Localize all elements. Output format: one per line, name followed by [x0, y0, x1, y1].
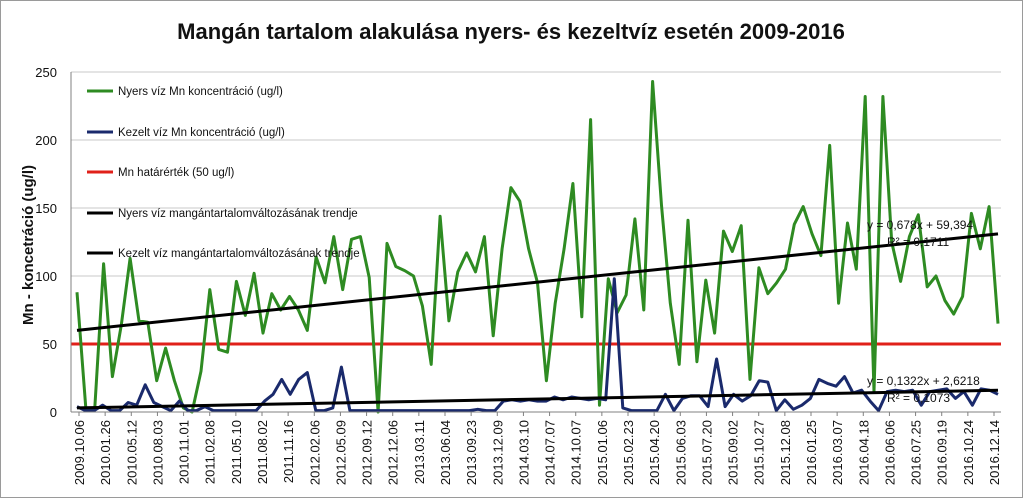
legend-label: Kezelt víz Mn koncentráció (ug/l) [118, 127, 285, 139]
axes: 0 50 100 150 200 250 2009.10.06 2010.01.26 2010.… [35, 65, 1002, 485]
x-tick-label: 2012.09.12 [360, 420, 375, 485]
x-tick-label: 2013.12.09 [490, 420, 505, 485]
x-tick-label: 2014.03.10 [516, 420, 531, 485]
y-tick-label: 100 [35, 269, 57, 284]
x-tick-label: 2014.07.07 [543, 420, 558, 485]
x-tick-label: 2016.06.06 [882, 420, 897, 485]
x-tick-label: 2012.05.09 [333, 420, 348, 485]
x-tick-label: 2011.11.16 [281, 420, 296, 483]
x-tick-label: 2016.07.25 [909, 420, 924, 485]
annotations: y = 0,678x + 59,394 R² = 0,1711 y = 0,1322… [867, 218, 980, 405]
trend-line [76, 388, 999, 410]
x-tick-label: 2012.12.06 [386, 420, 401, 485]
y-axis-label: Mn - koncetráció (ug/l) [20, 165, 37, 325]
x-tick-label: 2010.11.01 [177, 420, 192, 484]
grid-lines [71, 71, 1001, 413]
legend-label: Kezelt víz mangántartalomváltozásának tr… [118, 248, 360, 260]
trend-line [76, 232, 999, 332]
trend-equation: y = 0,678x + 59,394 [867, 218, 973, 232]
x-tick-label: 2016.09.19 [935, 420, 950, 485]
x-tick-label: 2013.06.04 [438, 420, 453, 485]
x-tick-label: 2015.06.03 [673, 420, 688, 485]
x-tick-label: 2013.03.11 [412, 420, 427, 484]
trend-equation: R² = 0,1073 [887, 391, 950, 405]
plot-area [71, 80, 1001, 414]
legend-label: Nyers víz Mn koncentráció (ug/l) [118, 86, 283, 98]
x-tick-label: 2015.04.20 [647, 420, 662, 485]
x-tick-label: 2016.12.14 [987, 420, 1002, 485]
chart-title: Mangán tartalom alakulása nyers- és keze… [177, 19, 845, 44]
x-tick-label: 2013.09.23 [464, 420, 479, 485]
x-tick-label: 2015.12.08 [778, 420, 793, 485]
x-tick-label: 2012.02.06 [307, 420, 322, 485]
y-tick-label: 50 [43, 337, 57, 352]
x-tick-label: 2016.01.25 [804, 420, 819, 485]
y-tick-label: 200 [35, 133, 57, 148]
x-tick-label: 2014.10.07 [569, 420, 584, 485]
x-tick-label: 2015.07.20 [699, 420, 714, 485]
x-tick-label: 2010.01.26 [98, 420, 113, 485]
legend-label: Mn határérték (50 ug/l) [118, 167, 235, 179]
x-tick-label: 2009.10.06 [72, 420, 87, 485]
x-tick-label: 2015.10.27 [752, 420, 767, 485]
x-tick-label: 2015.01.06 [595, 420, 610, 485]
x-tick-label: 2011.08.02 [255, 420, 270, 484]
legend-label: Nyers víz mangántartalomváltozásának tre… [118, 208, 358, 220]
x-tick-label: 2011.05.10 [229, 420, 244, 484]
legend: Nyers víz Mn koncentráció (ug/l) Kezelt v… [87, 86, 360, 260]
x-tick-label: 2016.04.18 [856, 420, 871, 485]
trend-equation: y = 0,1322x + 2,6218 [867, 374, 980, 388]
x-tick-label: 2010.05.12 [124, 420, 139, 485]
x-tick-label: 2011.02.08 [203, 420, 218, 484]
y-tick-label: 0 [50, 405, 57, 420]
y-tick-label: 250 [35, 65, 57, 80]
y-tick-label: 150 [35, 201, 57, 216]
series-line [76, 277, 999, 413]
x-tick-label: 2010.08.03 [150, 420, 165, 485]
trend-equation: R² = 0,1711 [887, 235, 949, 249]
x-tick-label: 2016.03.07 [830, 420, 845, 485]
x-tick-label: 2015.02.23 [621, 420, 636, 485]
x-tick-label: 2016.10.24 [961, 420, 976, 485]
x-tick-label: 2015.09.02 [726, 420, 741, 485]
